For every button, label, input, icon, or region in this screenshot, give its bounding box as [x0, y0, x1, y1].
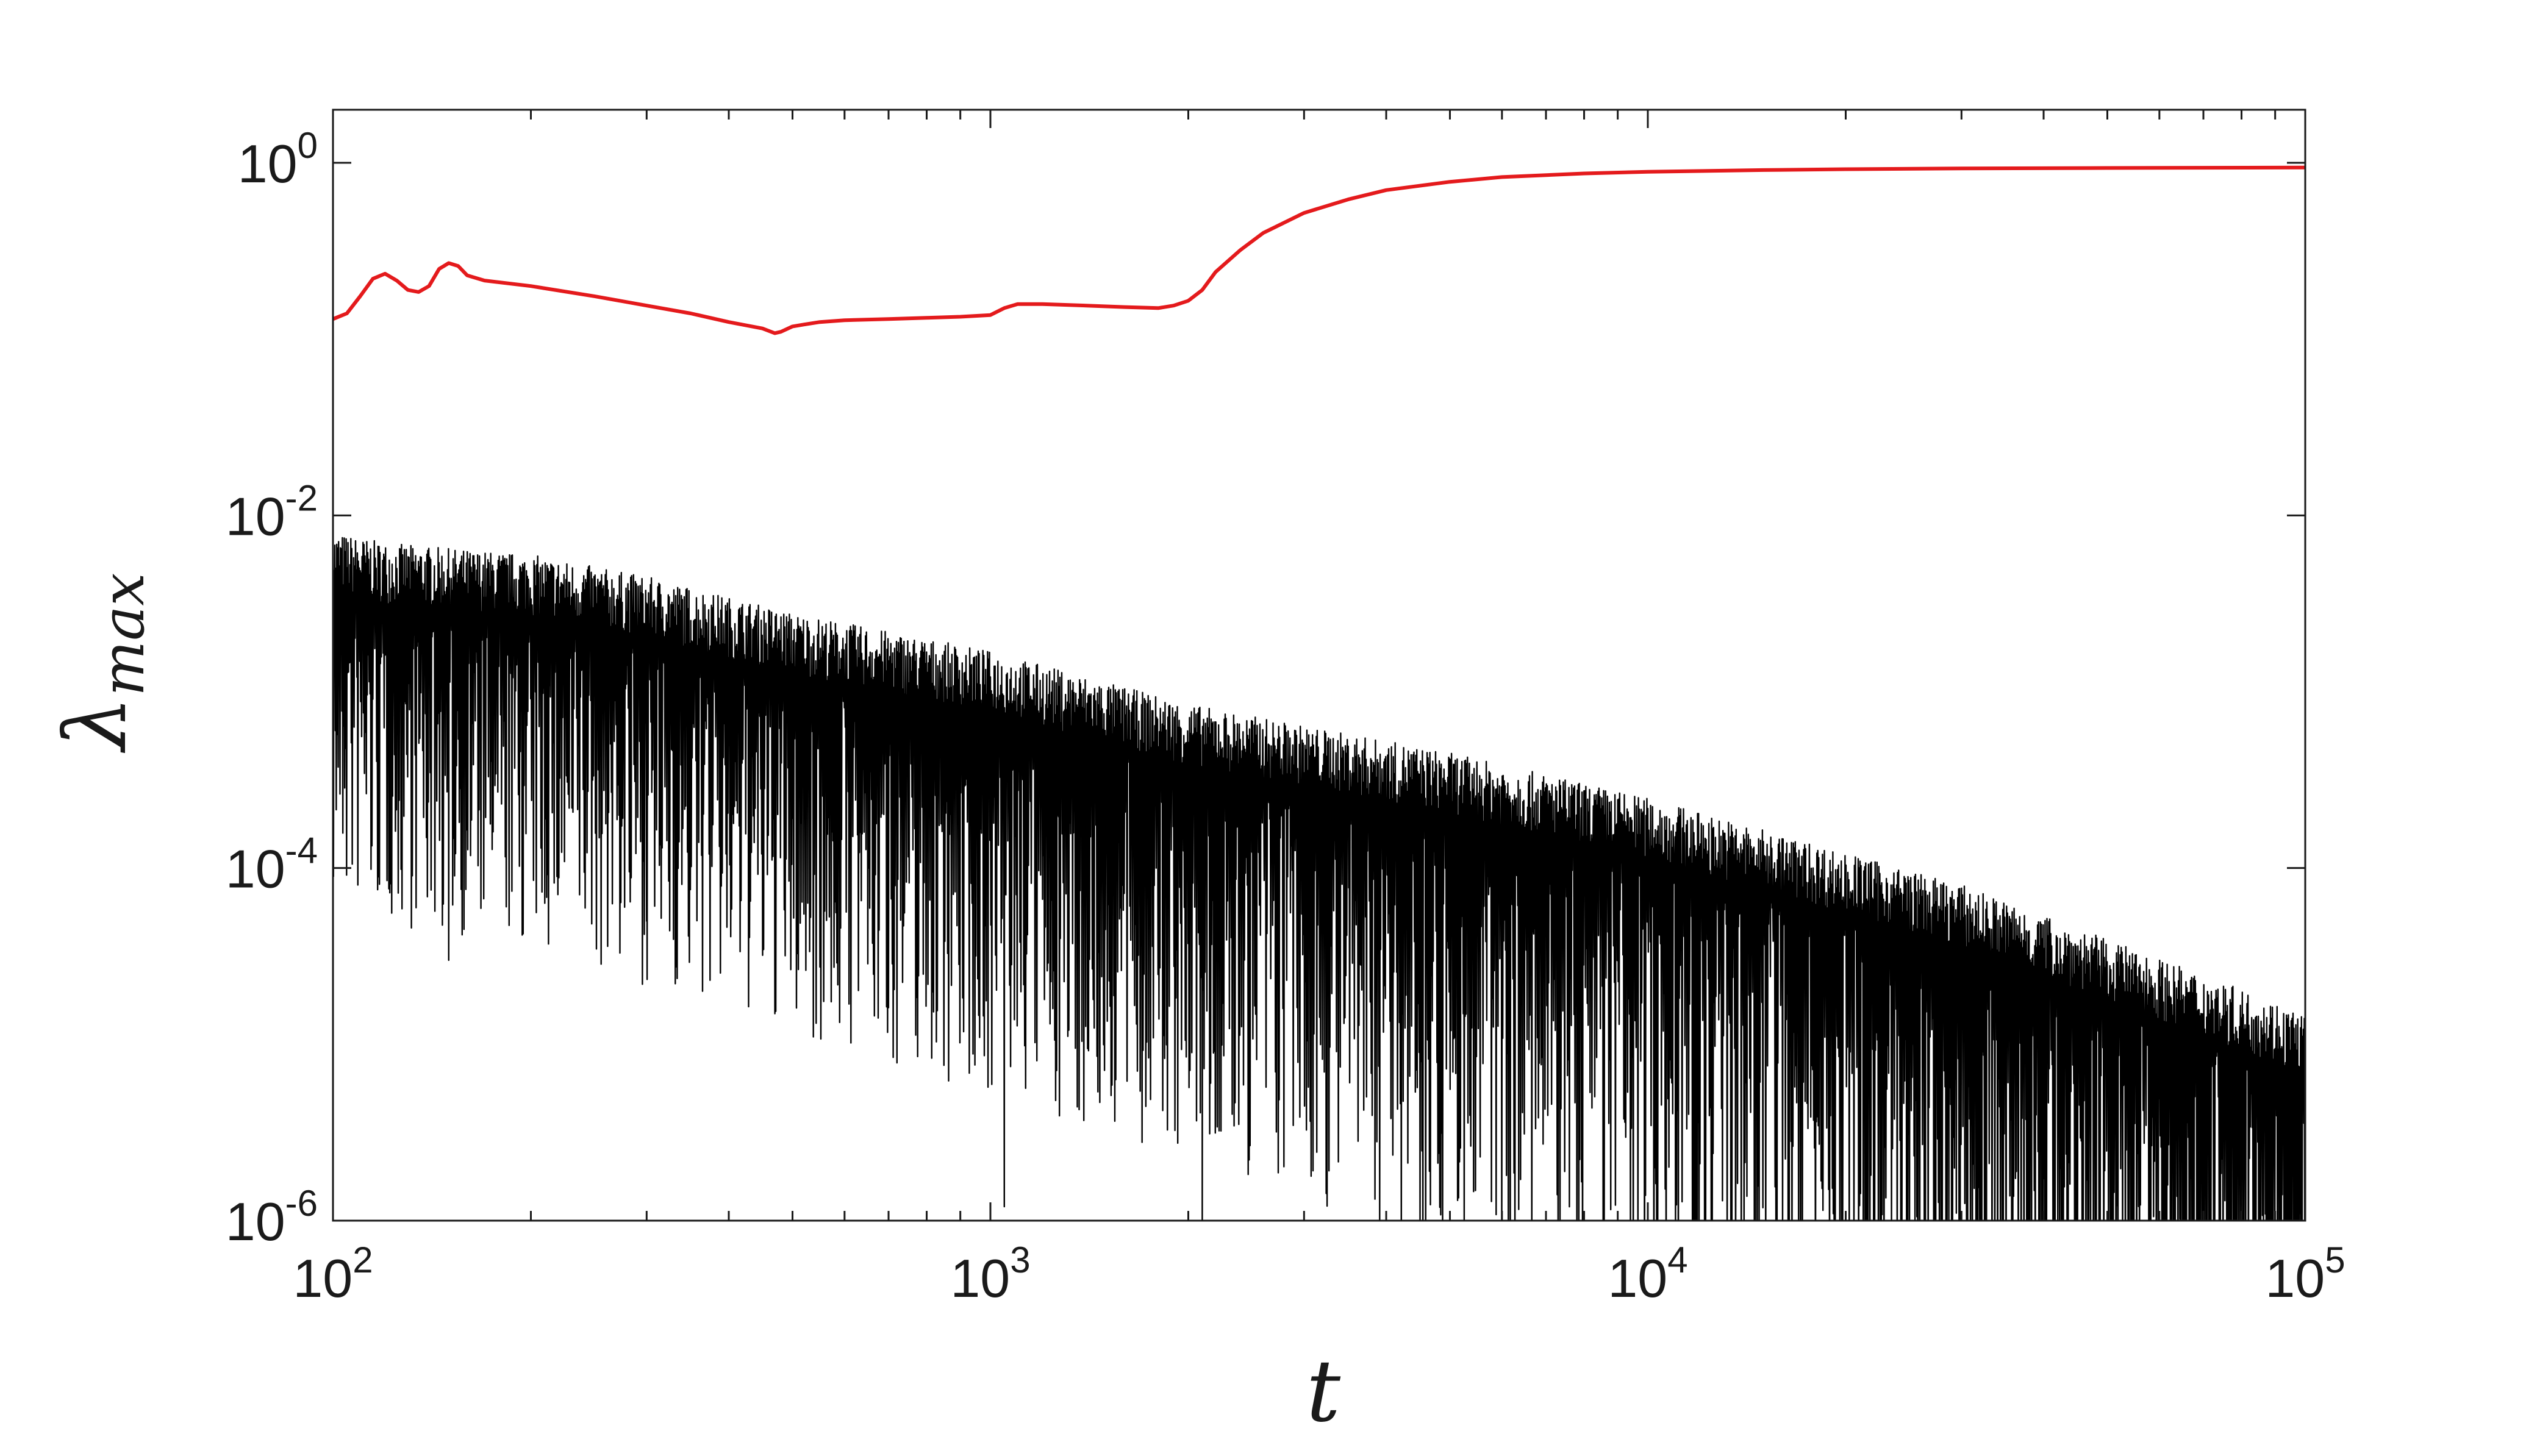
x-axis: 102 103 104 105	[293, 110, 2345, 1308]
y-tick-label: 100	[238, 125, 318, 194]
y-axis-label-base: λ	[46, 696, 146, 754]
y-axis-label: λmax	[46, 573, 157, 753]
axes-frame	[332, 109, 2306, 1222]
plot-area	[333, 165, 2305, 1221]
x-tick-label: 102	[293, 1240, 373, 1308]
y-tick-label: 10-4	[226, 830, 318, 899]
plot-frame	[332, 109, 2306, 1222]
x-tick-label: 105	[2265, 1240, 2345, 1308]
y-axis: 100 10-2 10-4 10-6	[226, 125, 2305, 1252]
series-black-line	[333, 537, 2305, 1221]
y-tick-label: 10-6	[226, 1183, 318, 1252]
x-tick-label: 103	[950, 1240, 1030, 1308]
y-axis-label-subscript: max	[89, 573, 157, 696]
x-tick-label: 104	[1608, 1240, 1687, 1308]
series-red-line	[333, 165, 2305, 335]
x-axis-label: t	[1306, 1342, 1341, 1441]
y-tick-label: 10-2	[226, 477, 318, 546]
